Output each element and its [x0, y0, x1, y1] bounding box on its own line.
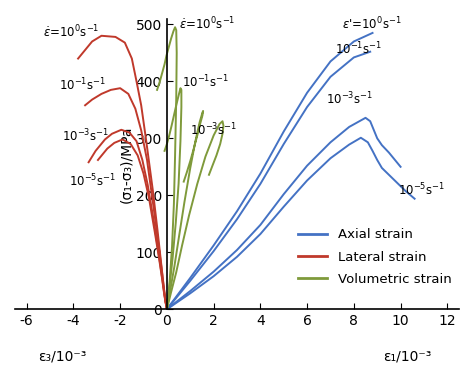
Text: ε₁/10⁻³: ε₁/10⁻³	[383, 349, 431, 363]
Text: 10$^{-3}$s$^{-1}$: 10$^{-3}$s$^{-1}$	[326, 91, 373, 107]
Text: 10$^{-3}$s$^{-1}$: 10$^{-3}$s$^{-1}$	[62, 128, 109, 144]
Text: 10$^{-1}$s$^{-1}$: 10$^{-1}$s$^{-1}$	[59, 76, 107, 93]
Text: $\dot{\varepsilon}$=10$^0$s$^{-1}$: $\dot{\varepsilon}$=10$^0$s$^{-1}$	[179, 15, 235, 32]
Text: $\varepsilon$'=10$^0$s$^{-1}$: $\varepsilon$'=10$^0$s$^{-1}$	[342, 15, 402, 32]
Text: 10$^{-1}$s$^{-1}$: 10$^{-1}$s$^{-1}$	[335, 41, 383, 57]
Text: 10$^{-5}$s$^{-1}$: 10$^{-5}$s$^{-1}$	[69, 173, 116, 190]
Text: 10$^{-5}$s$^{-1}$: 10$^{-5}$s$^{-1}$	[398, 182, 446, 198]
Text: 10$^{-1}$s$^{-1}$: 10$^{-1}$s$^{-1}$	[182, 73, 229, 90]
Text: 10$^{-3}$s$^{-1}$: 10$^{-3}$s$^{-1}$	[190, 122, 237, 138]
Y-axis label: (σ₁-σ₃)/MPa: (σ₁-σ₃)/MPa	[119, 125, 133, 203]
Legend: Axial strain, Lateral strain, Volumetric strain: Axial strain, Lateral strain, Volumetric…	[293, 223, 457, 291]
Text: $\dot{\varepsilon}$=10$^0$s$^{-1}$: $\dot{\varepsilon}$=10$^0$s$^{-1}$	[43, 23, 100, 40]
Text: ε₃/10⁻³: ε₃/10⁻³	[38, 349, 86, 363]
